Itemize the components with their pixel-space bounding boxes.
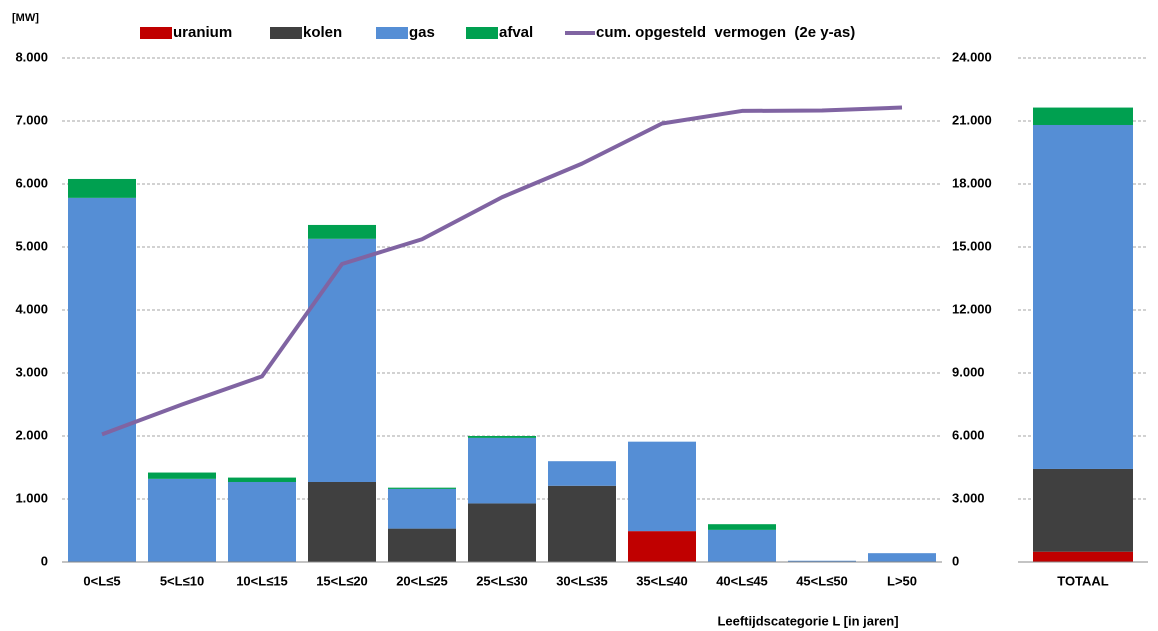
x-tick-label: 25<L≤30 bbox=[476, 573, 528, 588]
bar-segment bbox=[468, 437, 536, 504]
x-tick-label: TOTAAL bbox=[1057, 573, 1109, 588]
bar-segment bbox=[388, 488, 456, 529]
x-tick-label: 40<L≤45 bbox=[716, 573, 768, 588]
x-tick-label: 10<L≤15 bbox=[236, 573, 288, 588]
legend-label: cum. opgesteld vermogen (2e y-as) bbox=[596, 24, 855, 41]
y-tick-label: 6.000 bbox=[15, 175, 48, 190]
y-tick-label: 0 bbox=[41, 553, 48, 568]
x-tick-label: 15<L≤20 bbox=[316, 573, 368, 588]
y-tick-label: 1.000 bbox=[15, 490, 48, 505]
y2-tick-label: 6.000 bbox=[952, 427, 985, 442]
legend-label: afval bbox=[499, 24, 533, 41]
y-tick-label: 8.000 bbox=[15, 49, 48, 64]
bar-segment bbox=[548, 461, 616, 486]
y-tick-label: 4.000 bbox=[15, 301, 48, 316]
bar-segment bbox=[1033, 107, 1133, 125]
y-unit: [MW] bbox=[12, 12, 39, 24]
y-tick-label: 3.000 bbox=[15, 364, 48, 379]
bar-segment bbox=[68, 178, 136, 198]
bar-segment bbox=[548, 485, 616, 562]
legend-swatch bbox=[270, 27, 302, 39]
line bbox=[101, 105, 903, 437]
bar-segment bbox=[388, 528, 456, 562]
legend-swatch bbox=[376, 27, 408, 39]
bar-segment bbox=[1033, 551, 1133, 562]
y2-tick-label: 0 bbox=[952, 553, 959, 568]
y-tick-label: 7.000 bbox=[15, 112, 48, 127]
bar-segment bbox=[788, 560, 856, 562]
y2-tick-label: 24.000 bbox=[952, 49, 992, 64]
legend-label: uranium bbox=[173, 24, 232, 41]
bar-segment bbox=[68, 197, 136, 563]
y2-tick-label: 9.000 bbox=[952, 364, 985, 379]
legend-label: gas bbox=[409, 24, 435, 41]
x-tick-label: 45<L≤50 bbox=[796, 573, 848, 588]
bar-segment bbox=[228, 481, 296, 562]
y2-tick-label: 15.000 bbox=[952, 238, 992, 253]
bar-segment bbox=[228, 477, 296, 482]
y-tick-label: 5.000 bbox=[15, 238, 48, 253]
bar-segment bbox=[148, 472, 216, 479]
x-tick-label: L>50 bbox=[887, 573, 917, 588]
bar-segment bbox=[388, 487, 456, 489]
y2-tick-label: 12.000 bbox=[952, 301, 992, 316]
bar-segment bbox=[308, 224, 376, 239]
bar-segment bbox=[1033, 468, 1133, 552]
bar-segment bbox=[468, 436, 536, 438]
bar-segment bbox=[308, 238, 376, 482]
y2-tick-label: 18.000 bbox=[952, 175, 992, 190]
x-tick-label: 5<L≤10 bbox=[160, 573, 204, 588]
y2-tick-label: 21.000 bbox=[952, 112, 992, 127]
bar-segment bbox=[708, 529, 776, 562]
legend-label: kolen bbox=[303, 24, 342, 41]
legend-swatch bbox=[466, 27, 498, 39]
bar-segment bbox=[628, 531, 696, 562]
y2-tick-label: 3.000 bbox=[952, 490, 985, 505]
bar-segment bbox=[148, 478, 216, 562]
bar-segment bbox=[868, 553, 936, 562]
bar-segment bbox=[1033, 124, 1133, 469]
y-tick-label: 2.000 bbox=[15, 427, 48, 442]
x-tick-label: 0<L≤5 bbox=[83, 573, 120, 588]
x-axis-title: Leeftijdscategorie L [in jaren] bbox=[717, 613, 898, 628]
bar-segment bbox=[628, 441, 696, 532]
x-tick-label: 35<L≤40 bbox=[636, 573, 688, 588]
bar-segment bbox=[308, 481, 376, 562]
x-tick-label: 30<L≤35 bbox=[556, 573, 608, 588]
bar-segment bbox=[708, 524, 776, 530]
bar-segment bbox=[468, 503, 536, 562]
legend-swatch bbox=[140, 27, 172, 39]
x-tick-label: 20<L≤25 bbox=[396, 573, 448, 588]
